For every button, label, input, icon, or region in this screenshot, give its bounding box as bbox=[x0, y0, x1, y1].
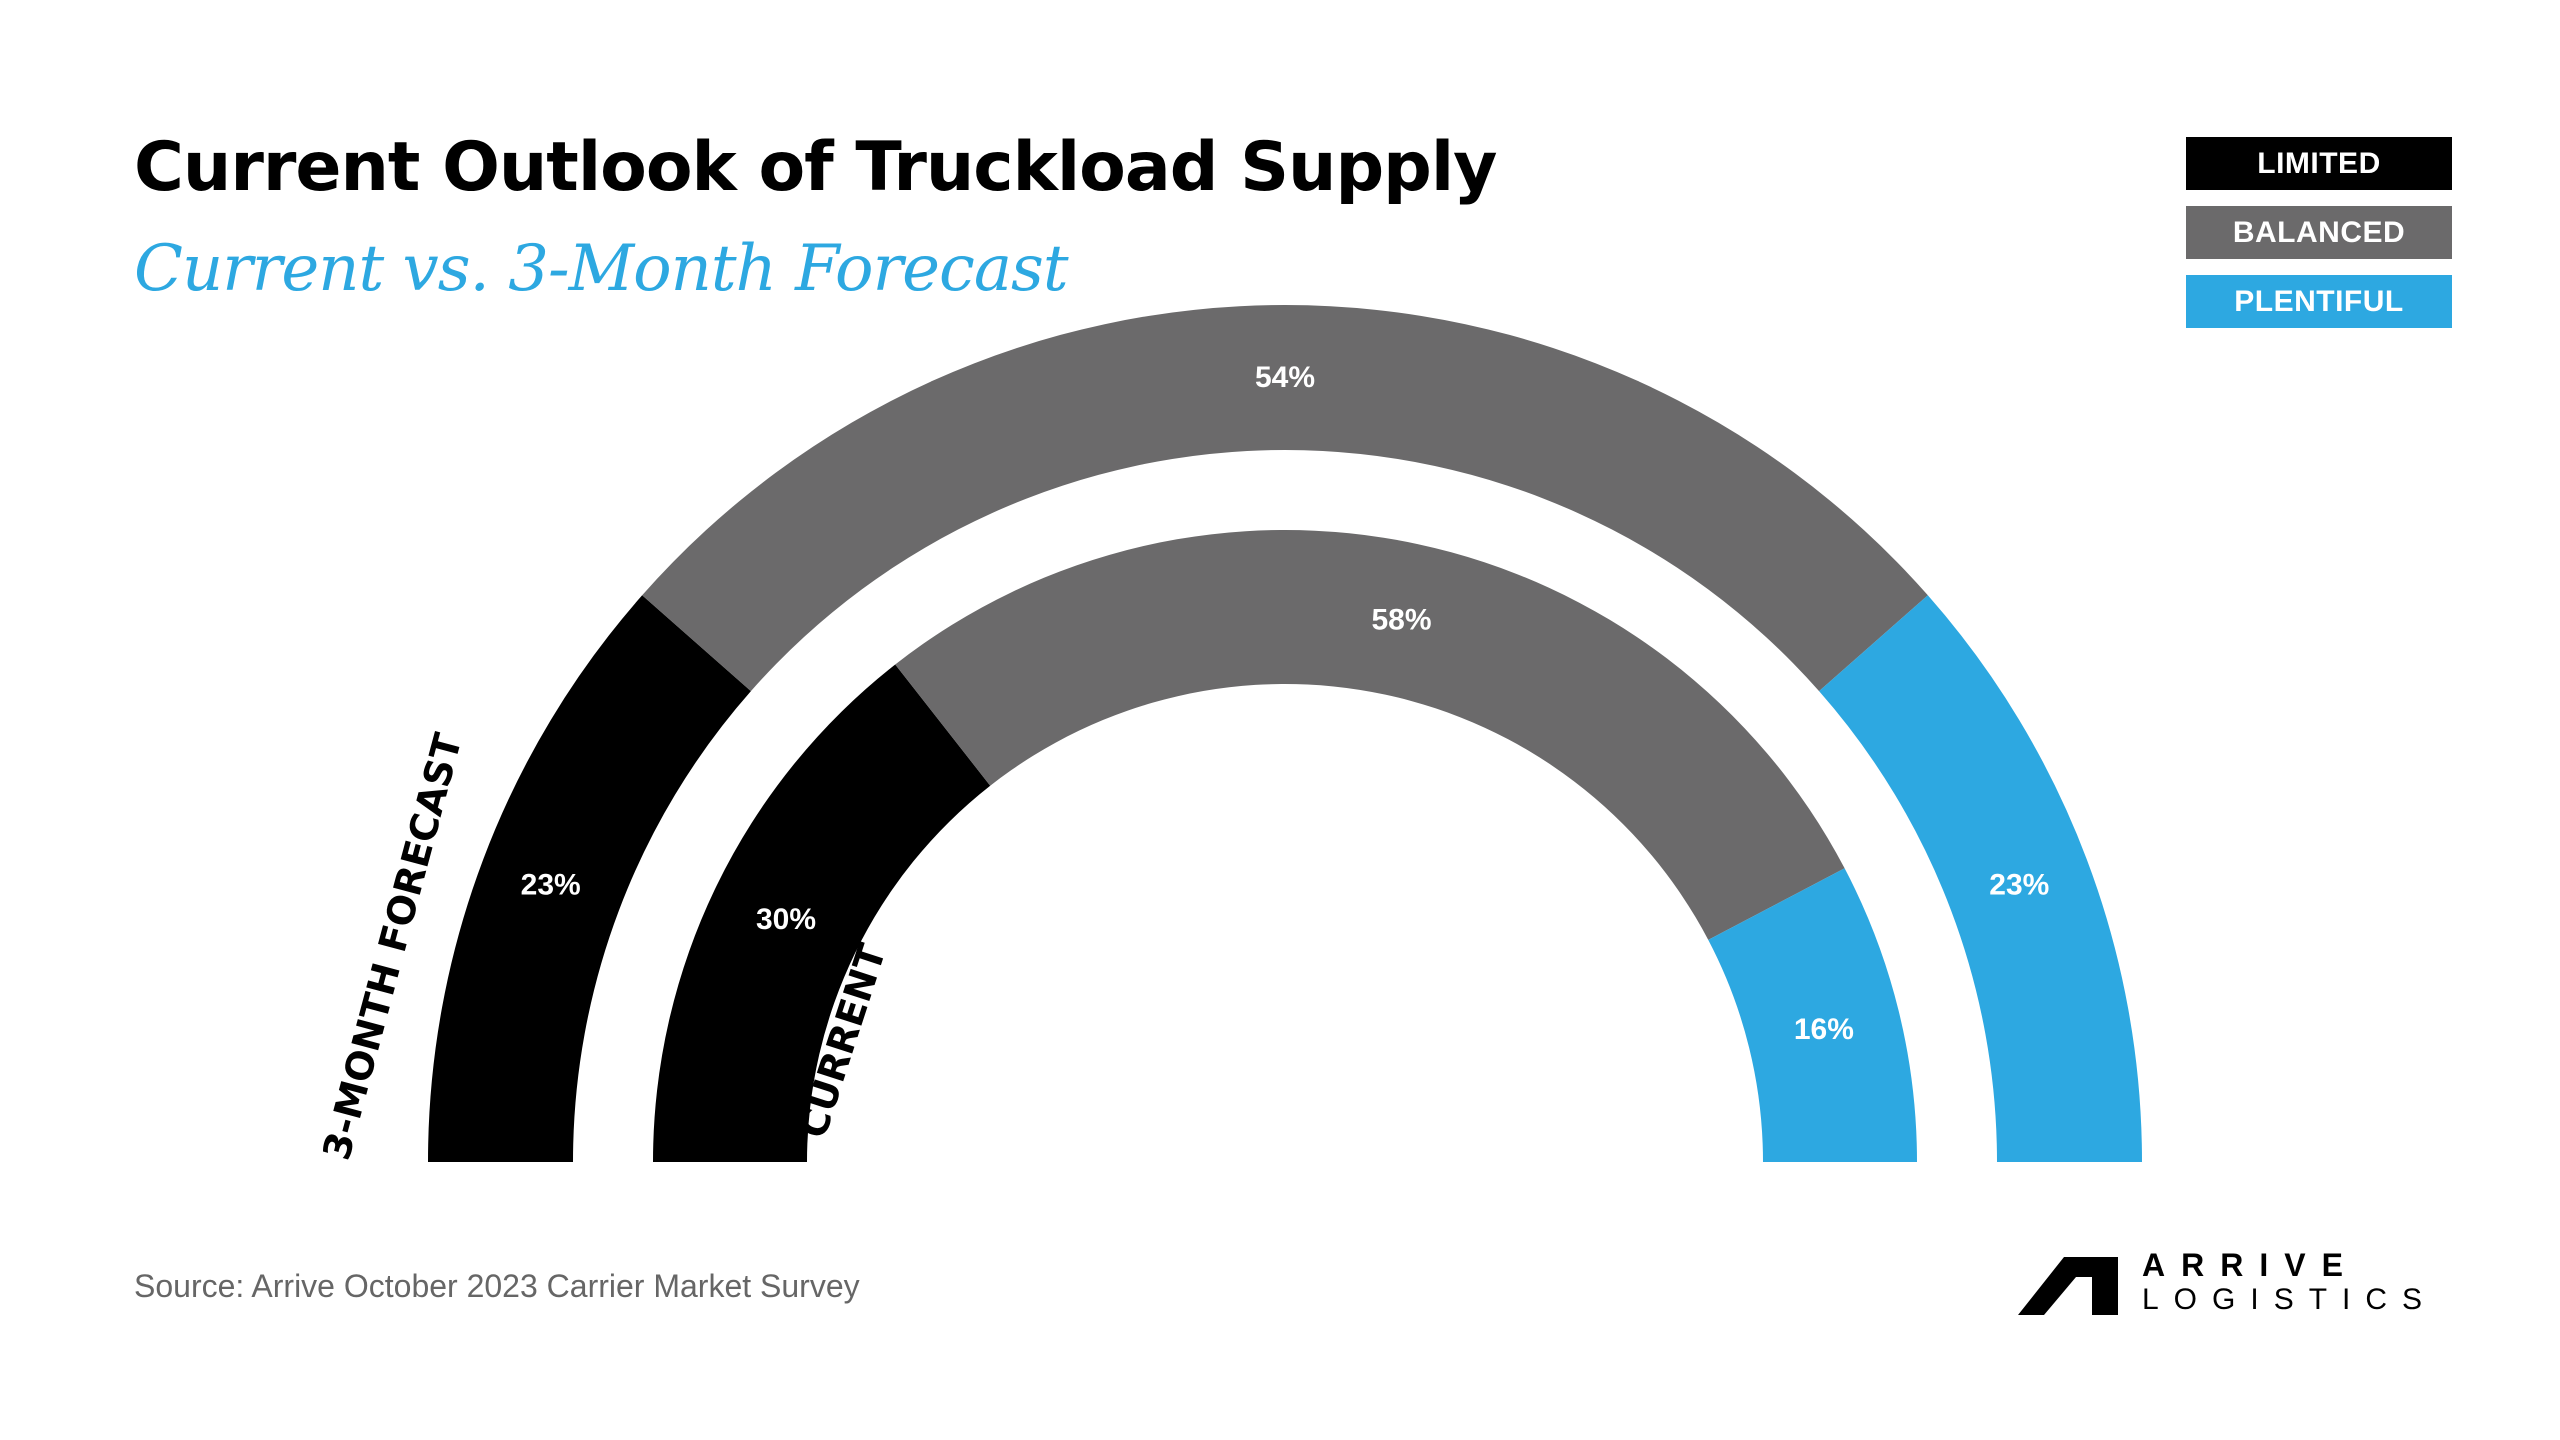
arrive-logistics-logo: ARRIVE LOGISTICS bbox=[2018, 1247, 2458, 1317]
value-label-3-month-forecast-plentiful: 23% bbox=[1989, 869, 2049, 902]
legend-item-limited: LIMITED bbox=[2186, 137, 2452, 190]
value-label-3-month-forecast-balanced: 54% bbox=[1255, 361, 1315, 394]
ring-current: 30% 58% 16% bbox=[653, 530, 1917, 1162]
arrive-logo-mark-icon bbox=[2018, 1257, 2118, 1315]
value-label-current-balanced: 58% bbox=[1371, 603, 1431, 636]
segment-current-balanced bbox=[895, 530, 1845, 940]
segment-3-month-forecast-limited bbox=[428, 595, 751, 1162]
ring-3-month-forecast: 23% 54% 23% bbox=[428, 305, 2142, 1162]
value-label-current-plentiful: 16% bbox=[1794, 1013, 1854, 1046]
legend: LIMITED BALANCED PLENTIFUL bbox=[2186, 137, 2452, 344]
chart-subtitle: Current vs. 3-Month Forecast bbox=[134, 232, 1069, 306]
chart-title: Current Outlook of Truckload Supply bbox=[134, 128, 1497, 207]
legend-item-balanced: BALANCED bbox=[2186, 206, 2452, 259]
logo-word-logistics: LOGISTICS bbox=[2142, 1283, 2438, 1316]
segment-3-month-forecast-plentiful bbox=[1819, 595, 2142, 1162]
value-label-3-month-forecast-limited: 23% bbox=[521, 869, 581, 902]
value-label-current-limited: 30% bbox=[756, 903, 816, 936]
segment-current-plentiful bbox=[1708, 868, 1917, 1162]
segment-current-limited bbox=[653, 664, 991, 1162]
source-note: Source: Arrive October 2023 Carrier Mark… bbox=[134, 1268, 860, 1304]
legend-item-plentiful: PLENTIFUL bbox=[2186, 275, 2452, 328]
segment-3-month-forecast-balanced bbox=[642, 305, 1928, 692]
logo-word-arrive: ARRIVE bbox=[2142, 1247, 2359, 1283]
